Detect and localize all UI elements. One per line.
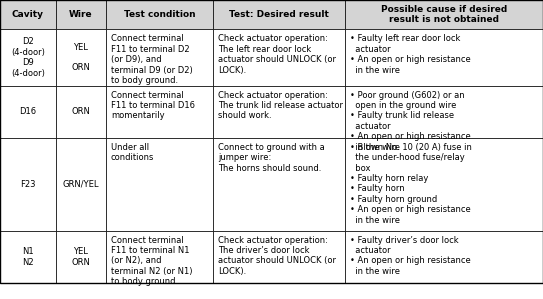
Bar <box>213 29 345 86</box>
Text: GRN/YEL: GRN/YEL <box>62 180 99 189</box>
Text: Check actuator operation:
The driver’s door lock
actuator should UNLOCK (or
LOCK: Check actuator operation: The driver’s d… <box>218 236 337 276</box>
Text: Wire: Wire <box>69 10 93 19</box>
Bar <box>345 86 543 138</box>
Text: Connect terminal
F11 to terminal N1
(or N2), and
terminal N2 (or N1)
to body gro: Connect terminal F11 to terminal N1 (or … <box>111 236 192 286</box>
Text: ORN: ORN <box>72 107 90 116</box>
Bar <box>213 86 345 138</box>
Text: YEL
ORN: YEL ORN <box>72 247 90 267</box>
Text: Connect terminal
F11 to terminal D2
(or D9), and
terminal D9 (or D2)
to body gro: Connect terminal F11 to terminal D2 (or … <box>111 34 193 85</box>
Text: • Faulty left rear door lock
  actuator
• An open or high resistance
  in the wi: • Faulty left rear door lock actuator • … <box>350 34 471 74</box>
Bar <box>0 138 56 231</box>
Text: • Poor ground (G602) or an
  open in the ground wire
• Faulty trunk lid release
: • Poor ground (G602) or an open in the g… <box>350 91 471 152</box>
Text: N1
N2: N1 N2 <box>22 247 34 267</box>
Text: YEL

ORN: YEL ORN <box>72 42 90 72</box>
Text: Connect terminal
F11 to terminal D16
momentarily: Connect terminal F11 to terminal D16 mom… <box>111 91 195 120</box>
Bar <box>106 0 213 29</box>
Bar <box>56 138 106 231</box>
Text: Under all
conditions: Under all conditions <box>111 143 154 162</box>
Bar <box>106 231 213 283</box>
Text: Possible cause if desired
result is not obtained: Possible cause if desired result is not … <box>381 5 507 24</box>
Bar <box>106 86 213 138</box>
Text: • Blown No. 10 (20 A) fuse in
  the under-hood fuse/relay
  box
• Faulty horn re: • Blown No. 10 (20 A) fuse in the under-… <box>350 143 472 225</box>
Bar <box>56 231 106 283</box>
Bar <box>0 29 56 86</box>
Bar <box>106 138 213 231</box>
Bar <box>56 86 106 138</box>
Bar <box>345 0 543 29</box>
Bar <box>345 231 543 283</box>
Bar <box>56 0 106 29</box>
Text: Test: Desired result: Test: Desired result <box>230 10 329 19</box>
Text: 5: 5 <box>136 156 183 222</box>
Text: D16: D16 <box>20 107 36 116</box>
Text: • Faulty driver’s door lock
  actuator
• An open or high resistance
  in the wir: • Faulty driver’s door lock actuator • A… <box>350 236 471 276</box>
Text: F23: F23 <box>20 180 36 189</box>
Bar <box>0 231 56 283</box>
Text: Check actuator operation:
The left rear door lock
actuator should UNLOCK (or
LOC: Check actuator operation: The left rear … <box>218 34 337 74</box>
Bar <box>106 29 213 86</box>
Bar <box>56 29 106 86</box>
Bar <box>345 138 543 231</box>
Bar <box>213 138 345 231</box>
Bar <box>0 86 56 138</box>
Text: Cavity: Cavity <box>12 10 44 19</box>
Text: Connect to ground with a
jumper wire:
The horns should sound.: Connect to ground with a jumper wire: Th… <box>218 143 325 173</box>
Text: Test condition: Test condition <box>124 10 195 19</box>
Bar <box>213 0 345 29</box>
Bar <box>0 0 56 29</box>
Bar <box>345 29 543 86</box>
Text: Check actuator operation:
The trunk lid release actuator
should work.: Check actuator operation: The trunk lid … <box>218 91 343 120</box>
Bar <box>213 231 345 283</box>
Text: D2
(4-door)
D9
(4-door): D2 (4-door) D9 (4-door) <box>11 37 45 77</box>
